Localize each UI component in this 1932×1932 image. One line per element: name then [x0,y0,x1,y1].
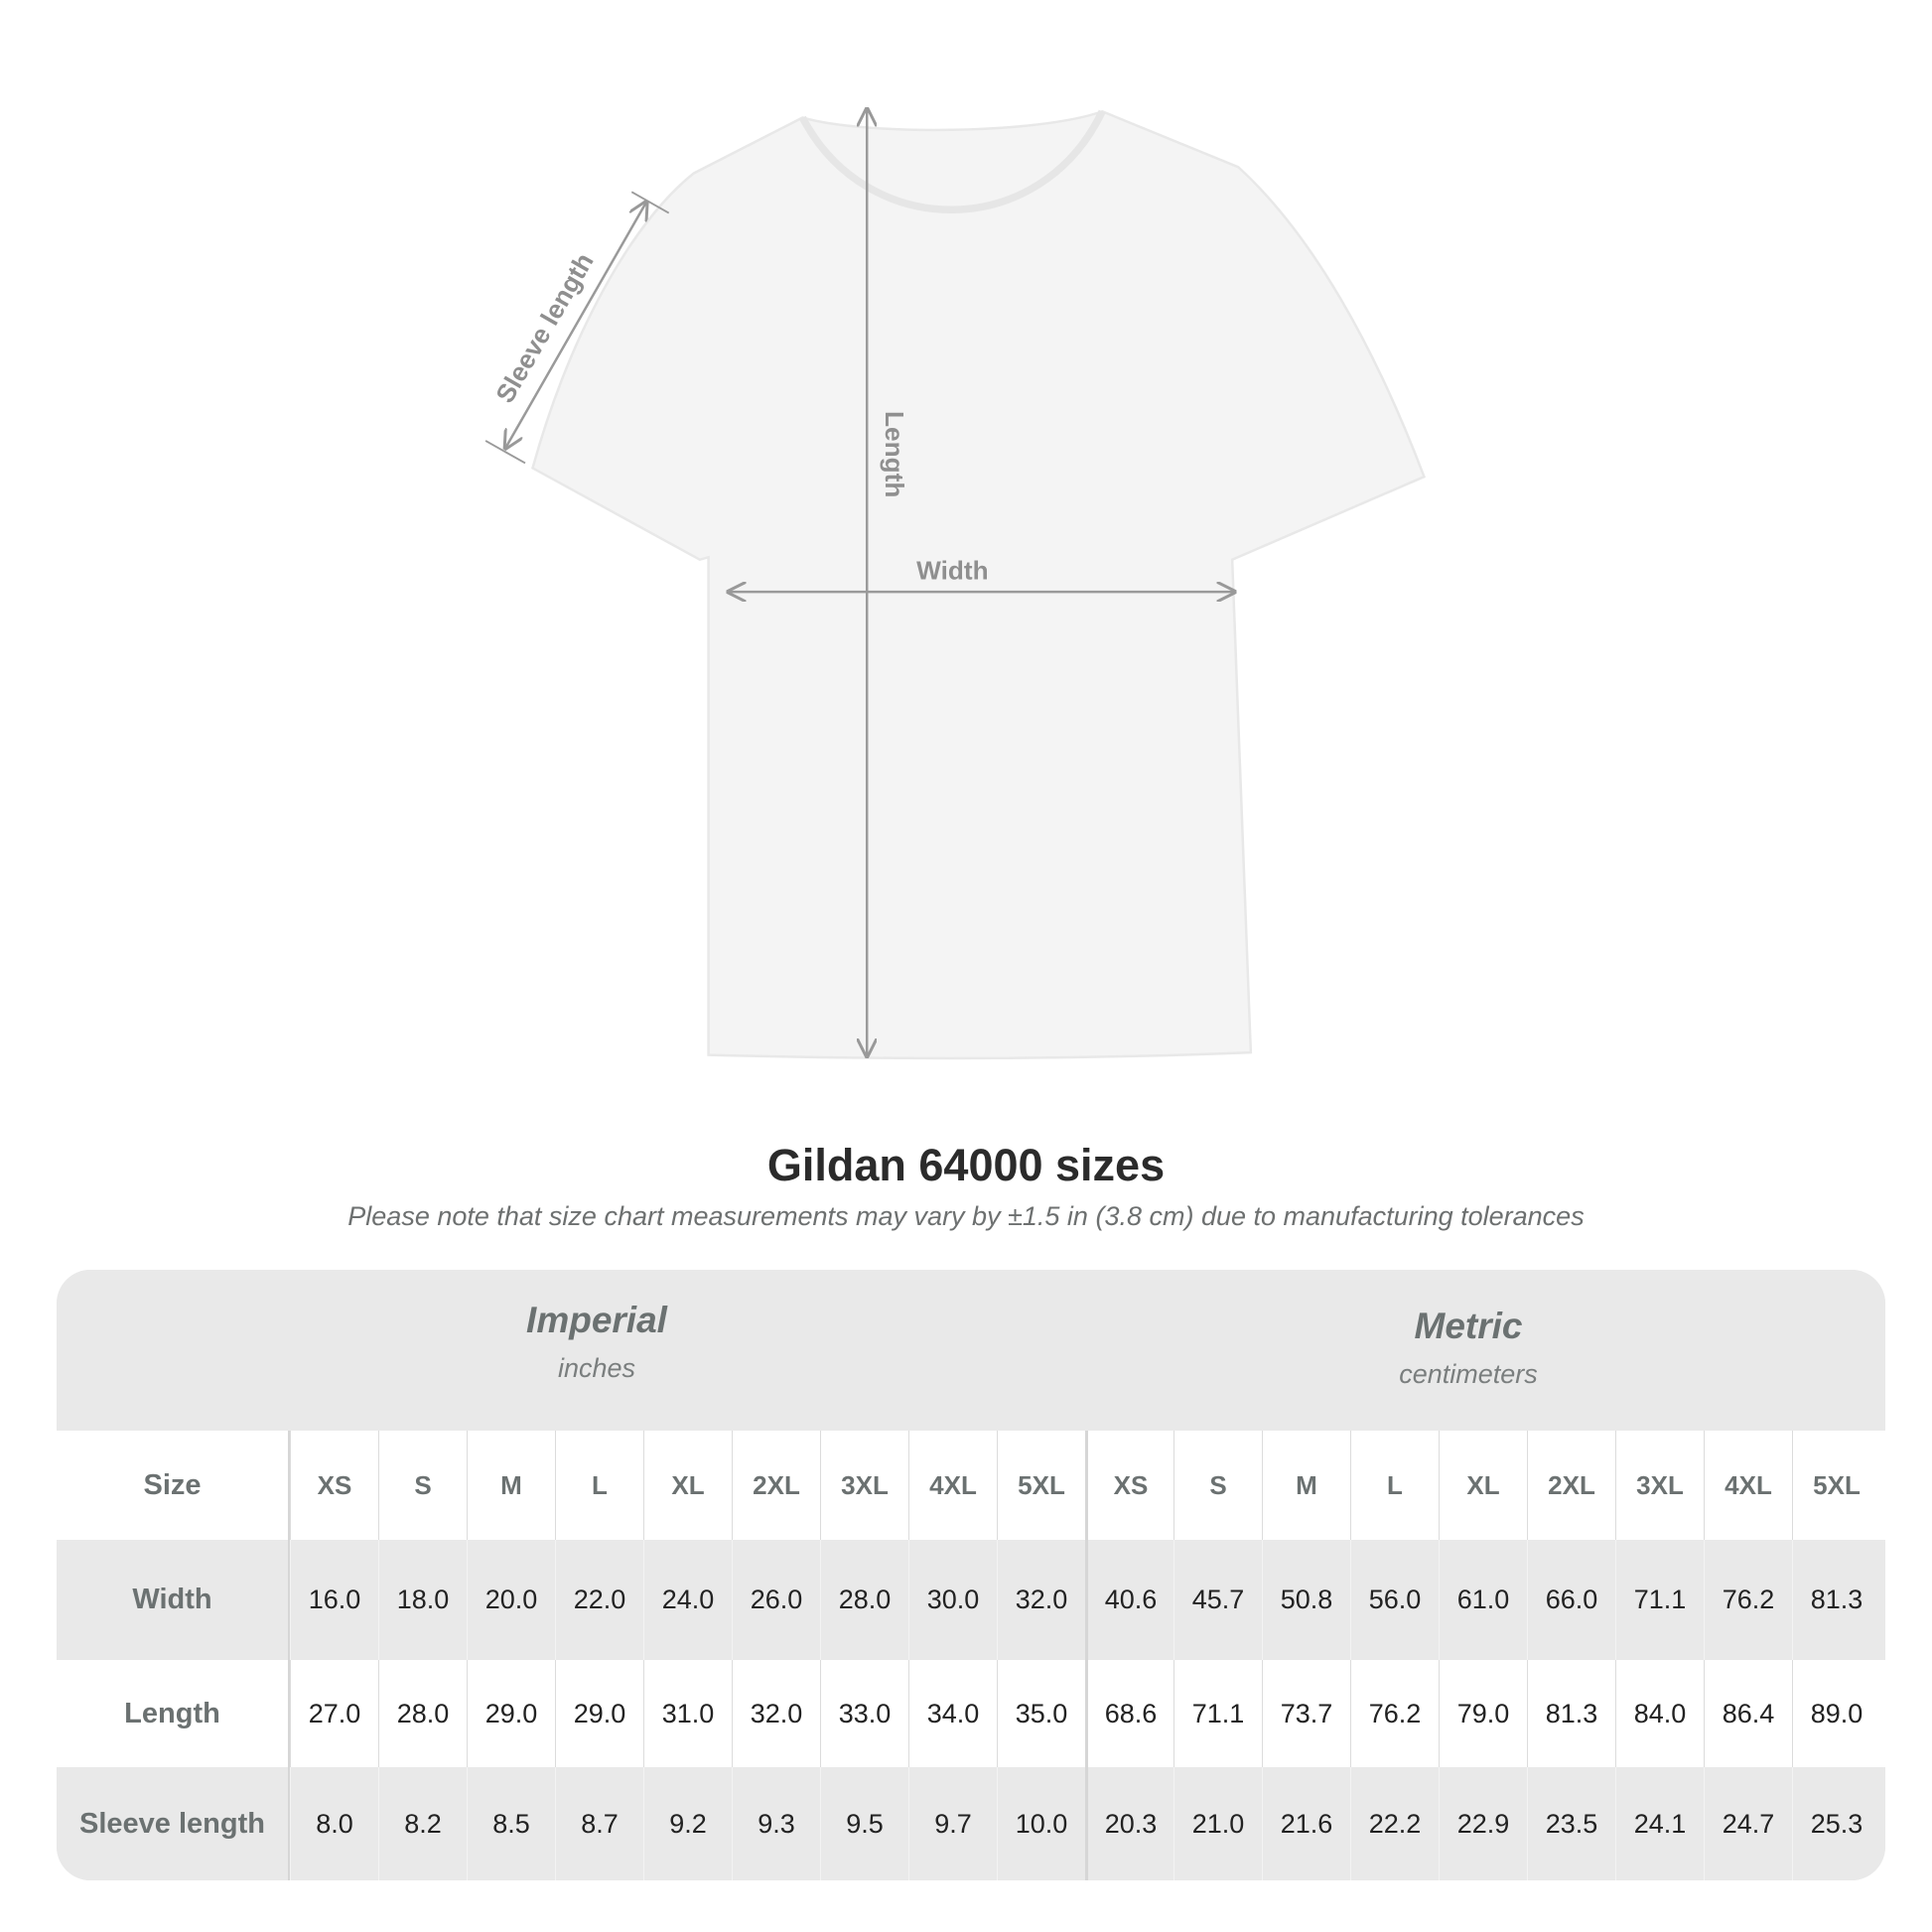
imperial-size-l: L [555,1431,643,1540]
metric-size-5xl: 5XL [1792,1431,1880,1540]
metric-title: Metric [1414,1306,1523,1346]
metric-value-cell: 23.5 [1527,1767,1615,1880]
size-header-row: Size XS S M L XL 2XL 3XL 4XL 5XL XS S M L XL 2XL 3XL 4XL 5… [57,1431,1885,1540]
width-label: Width [916,556,988,586]
unit-header-band: Imperial inches Metric centimeters [57,1270,1885,1431]
metric-value-cell: 71.1 [1615,1540,1704,1660]
imperial-value-cell: 35.0 [997,1660,1085,1767]
metric-size-s: S [1173,1431,1262,1540]
imperial-value-cell: 9.2 [643,1767,732,1880]
imperial-title: Imperial [526,1300,667,1340]
metric-value-cell: 24.7 [1704,1767,1792,1880]
imperial-value-cell: 26.0 [732,1540,820,1660]
imperial-value-cell: 31.0 [643,1660,732,1767]
imperial-size-m: M [467,1431,555,1540]
imperial-value-cell: 28.0 [378,1660,467,1767]
metric-size-l: L [1350,1431,1439,1540]
page-title: Gildan 64000 sizes [766,1140,1166,1190]
imperial-size-4xl: 4XL [908,1431,997,1540]
metric-value-cell: 68.6 [1085,1660,1173,1767]
row-label: Width [57,1540,290,1660]
imperial-value-cell: 8.5 [467,1767,555,1880]
metric-value-cell: 76.2 [1350,1660,1439,1767]
imperial-value-cell: 29.0 [467,1660,555,1767]
imperial-value-cell: 32.0 [997,1540,1085,1660]
metric-value-cell: 24.1 [1615,1767,1704,1880]
imperial-value-cell: 29.0 [555,1660,643,1767]
metric-value-cell: 73.7 [1262,1660,1350,1767]
imperial-value-cell: 8.0 [290,1767,378,1880]
size-header-label: Size [57,1431,290,1540]
tshirt-collar [799,109,1106,213]
imperial-size-xl: XL [643,1431,732,1540]
metric-value-cell: 40.6 [1085,1540,1173,1660]
imperial-value-cell: 9.5 [820,1767,908,1880]
metric-value-cell: 22.2 [1350,1767,1439,1880]
imperial-size-xs: XS [290,1431,378,1540]
row-label: Sleeve length [57,1767,290,1880]
imperial-size-3xl: 3XL [820,1431,908,1540]
metric-size-2xl: 2XL [1527,1431,1615,1540]
size-table: Imperial inches Metric centimeters Size X… [57,1270,1885,1880]
metric-value-cell: 56.0 [1350,1540,1439,1660]
metric-value-cell: 61.0 [1439,1540,1527,1660]
metric-value-cell: 86.4 [1704,1660,1792,1767]
imperial-unit: inches [557,1353,636,1383]
imperial-value-cell: 20.0 [467,1540,555,1660]
metric-value-cell: 21.6 [1262,1767,1350,1880]
metric-size-m: M [1262,1431,1350,1540]
length-label: Length [880,411,909,497]
metric-size-4xl: 4XL [1704,1431,1792,1540]
imperial-value-cell: 18.0 [378,1540,467,1660]
metric-value-cell: 76.2 [1704,1540,1792,1660]
imperial-value-cell: 27.0 [290,1660,378,1767]
imperial-value-cell: 9.3 [732,1767,820,1880]
imperial-value-cell: 10.0 [997,1767,1085,1880]
metric-value-cell: 45.7 [1173,1540,1262,1660]
imperial-value-cell: 33.0 [820,1660,908,1767]
metric-value-cell: 79.0 [1439,1660,1527,1767]
metric-value-cell: 25.3 [1792,1767,1880,1880]
imperial-value-cell: 28.0 [820,1540,908,1660]
sleeve-arrow [505,202,646,448]
metric-value-cell: 81.3 [1792,1540,1880,1660]
metric-value-cell: 81.3 [1527,1660,1615,1767]
metric-value-cell: 89.0 [1792,1660,1880,1767]
table-row-length: Length 27.0 28.0 29.0 29.0 31.0 32.0 33.0 34.0 35… [57,1660,1885,1767]
table-row-width: Width 16.0 18.0 20.0 22.0 24.0 26.0 28.0 30.0 32.… [57,1540,1885,1660]
metric-value-cell: 50.8 [1262,1540,1350,1660]
imperial-value-cell: 9.7 [908,1767,997,1880]
tshirt-diagram: Sleeve length Length Width [484,0,1427,1060]
sleeve-tick [630,191,670,214]
metric-value-cell: 21.0 [1173,1767,1262,1880]
metric-value-cell: 84.0 [1615,1660,1704,1767]
imperial-value-cell: 8.2 [378,1767,467,1880]
imperial-value-cell: 22.0 [555,1540,643,1660]
metric-header: Metric centimeters [1220,1306,1717,1390]
metric-value-cell: 71.1 [1173,1660,1262,1767]
metric-value-cell: 66.0 [1527,1540,1615,1660]
imperial-value-cell: 32.0 [732,1660,820,1767]
sleeve-tick [484,440,526,465]
table-row-sleeve-length: Sleeve length 8.0 8.2 8.5 8.7 9.2 9.3 9.5 9.7 10.… [57,1767,1885,1880]
imperial-value-cell: 8.7 [555,1767,643,1880]
imperial-size-s: S [378,1431,467,1540]
metric-size-xs: XS [1085,1431,1173,1540]
row-label: Length [57,1660,290,1767]
metric-size-xl: XL [1439,1431,1527,1540]
tolerance-note: Please note that size chart measurements… [347,1201,1585,1231]
metric-value-cell: 22.9 [1439,1767,1527,1880]
imperial-value-cell: 24.0 [643,1540,732,1660]
metric-size-3xl: 3XL [1615,1431,1704,1540]
metric-unit: centimeters [1399,1359,1538,1389]
metric-value-cell: 20.3 [1085,1767,1173,1880]
imperial-size-5xl: 5XL [997,1431,1085,1540]
imperial-value-cell: 30.0 [908,1540,997,1660]
imperial-header: Imperial inches [348,1300,845,1384]
imperial-value-cell: 34.0 [908,1660,997,1767]
imperial-size-2xl: 2XL [732,1431,820,1540]
imperial-value-cell: 16.0 [290,1540,378,1660]
